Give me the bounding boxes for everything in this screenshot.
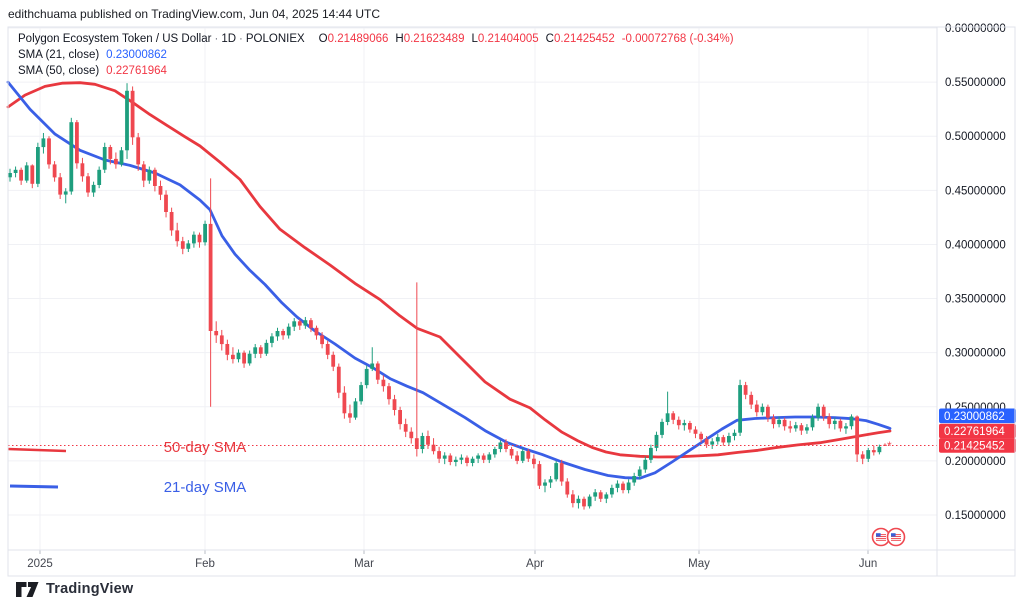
price-badge-value: 0.23000862 — [944, 411, 1005, 423]
sma50-line — [6, 81, 892, 459]
tradingview-attribution[interactable]: TradingView — [16, 581, 133, 597]
us-flag-icon[interactable] — [886, 527, 906, 547]
gridlines — [8, 27, 937, 550]
price-badge-value: 0.21425452 — [944, 440, 1005, 452]
published-byline: edithchuama published on TradingView.com… — [8, 7, 381, 21]
sma50-label: SMA (50, close) — [18, 65, 100, 77]
price-scale[interactable]: 0.60000000 0.55000000 0.50000000 0.45000000… — [939, 23, 1016, 522]
sma50-value: 0.22761964 — [106, 65, 167, 77]
time-scale[interactable]: 2025 Feb Mar Apr May Jun — [27, 550, 877, 570]
y-axis-label: 0.35000000 — [945, 294, 1006, 306]
chart-legend[interactable]: Polygon Ecosystem Token / US Dollar · 1D · P… — [18, 31, 734, 79]
price-badge — [939, 408, 1016, 424]
time-axis-label: 2025 — [27, 558, 53, 570]
chart-frame — [7, 26, 1016, 577]
y-axis-label: 0.45000000 — [945, 185, 1006, 197]
timeframe-label[interactable]: 1D — [221, 33, 237, 45]
y-axis-label: 0.20000000 — [945, 456, 1006, 468]
open-value: 0.21489066 — [327, 33, 389, 45]
time-axis-label: Mar — [354, 558, 374, 570]
time-axis-label: Feb — [195, 558, 215, 570]
tradingview-logo-icon — [16, 581, 39, 597]
time-axis-label: May — [688, 558, 710, 570]
sma21-drawn-segment[interactable] — [9, 484, 59, 489]
legend-sma21-row[interactable]: SMA (21, close) 0.23000862 — [18, 47, 734, 63]
price-badge — [939, 438, 1016, 453]
symbol-title: Polygon Ecosystem Token / US Dollar — [18, 33, 212, 45]
change-value: -0.00072768 (-0.34%) — [621, 33, 734, 45]
sma21-line — [6, 80, 892, 480]
time-axis-label: Jun — [859, 558, 878, 570]
sma50-annotation-label[interactable]: 50-day SMA — [164, 439, 247, 456]
high-value: 0.21623489 — [403, 33, 465, 45]
legend-separator: · — [239, 33, 243, 45]
candles-layer — [8, 83, 887, 510]
low-label: L — [471, 33, 478, 45]
plot-layer: * 50-day SMA 21-day SMA — [6, 80, 940, 510]
sma21-annotation-label[interactable]: 21-day SMA — [164, 479, 247, 496]
tradingview-logo-text: TradingView — [46, 581, 134, 597]
price-badge — [939, 423, 1016, 439]
y-axis-label: 0.60000000 — [945, 23, 1006, 35]
legend-separator: · — [214, 33, 219, 45]
sma21-value: 0.23000862 — [106, 49, 167, 61]
close-label: C — [545, 33, 554, 45]
open-label: O — [318, 33, 328, 45]
y-axis-label: 0.40000000 — [945, 239, 1006, 251]
close-value: 0.21425452 — [553, 33, 615, 45]
price-badge-value: 0.22761964 — [944, 426, 1005, 438]
low-value: 0.21404005 — [477, 33, 539, 45]
exchange-label: POLONIEX — [245, 33, 305, 45]
y-axis-label: 0.15000000 — [945, 510, 1006, 522]
us-flag-icon[interactable] — [871, 527, 891, 547]
y-axis-label: 0.50000000 — [945, 131, 1006, 143]
legend-symbol-row[interactable]: Polygon Ecosystem Token / US Dollar · 1D · P… — [18, 31, 734, 47]
sma21-label: SMA (21, close) — [18, 49, 100, 61]
y-axis-label: 0.55000000 — [945, 77, 1006, 89]
economic-event-markers[interactable] — [871, 527, 906, 547]
sma50-drawn-segment[interactable] — [7, 447, 67, 453]
last-price-marker: * — [887, 439, 892, 453]
time-axis-label: Apr — [526, 558, 544, 570]
legend-sma50-row[interactable]: SMA (50, close) 0.22761964 — [18, 63, 734, 79]
y-axis-label: 0.30000000 — [945, 348, 1006, 360]
high-label: H — [395, 33, 404, 45]
